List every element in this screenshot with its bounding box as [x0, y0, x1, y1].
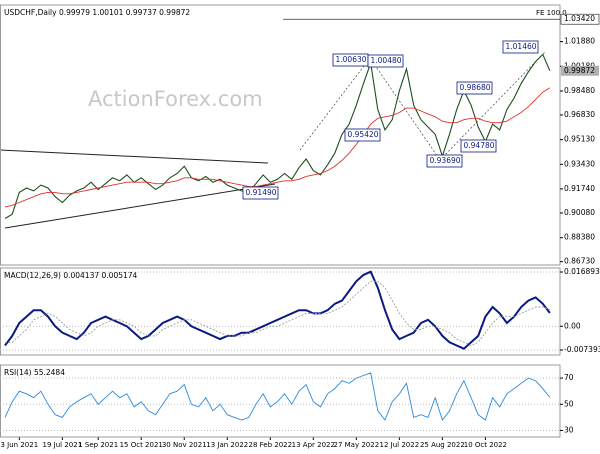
annotation: 0.94780 [464, 141, 495, 150]
trend-line [0, 149, 269, 164]
y-tick-label: 0.90080 [564, 208, 595, 217]
annotation-box [344, 128, 381, 142]
x-tick-label: 19 Jul 2021 [43, 441, 83, 449]
fe-label: FE 100.0 [536, 9, 567, 17]
x-tick-label: 28 Feb 2022 [249, 441, 293, 449]
y-tick-label: -0.007393 [564, 345, 600, 354]
x-tick-label: 1 Sep 2021 [78, 441, 118, 449]
y-tick-label: 0.00 [564, 321, 581, 330]
annotation-box [502, 40, 539, 54]
annotation-box [242, 186, 279, 200]
annotation-box [426, 154, 463, 168]
x-tick-label: 12 Jul 2022 [380, 441, 420, 449]
annotation: 0.93690 [430, 156, 461, 165]
x-tick-label: 30 Nov 2021 [162, 441, 207, 449]
panel-title: USDCHF,Daily 0.99979 1.00101 0.99737 0.9… [4, 8, 190, 17]
y-tick-label: 0.016893 [564, 267, 600, 276]
y-tick-label: 0.93430 [564, 159, 595, 168]
panel-frame [0, 364, 561, 438]
y-tick-label: 0.91740 [564, 184, 595, 193]
fib-line [299, 57, 371, 151]
y-tick-label: 0.95130 [564, 135, 595, 144]
annotation: 1.00630 [336, 55, 367, 64]
x-tick-label: 13 Jan 2022 [206, 441, 248, 449]
price-box [560, 13, 600, 25]
x-tick-label: 13 Apr 2022 [292, 441, 335, 449]
y-tick-label: 0.98480 [564, 86, 595, 95]
series-line [4, 372, 551, 421]
annotation: 0.95420 [348, 130, 379, 139]
x-tick-label: 10 Oct 2022 [464, 441, 507, 449]
annotation: 0.91490 [246, 188, 277, 197]
annotation-box [367, 54, 404, 68]
panel-frame [0, 4, 561, 266]
panel-title: RSI(14) 55.2484 [4, 368, 65, 377]
y-tick-label: 0.88380 [564, 233, 595, 242]
annotation-box [456, 81, 493, 95]
fib-line [439, 51, 546, 161]
watermark: ActionForex.com [88, 87, 263, 111]
y-tick-label: 0.86730 [564, 257, 595, 266]
series-line [5, 280, 551, 346]
y-tick-label: 1.01880 [564, 37, 595, 46]
last-price-label: 0.99872 [564, 66, 595, 75]
y-tick-label: 70 [564, 373, 574, 382]
y-tick-label: 0.96830 [564, 110, 595, 119]
panel-frame [0, 267, 561, 356]
annotation: 1.00480 [371, 56, 402, 65]
panel-title: MACD(12,26,9) 0.004137 0.005174 [4, 271, 138, 280]
series-line [4, 87, 551, 208]
annotation: 0.98680 [460, 83, 491, 92]
fe-level-label: 1.03420 [564, 14, 595, 23]
x-tick-label: 15 Oct 2021 [120, 441, 163, 449]
x-tick-label: 3 Jun 2021 [1, 441, 39, 449]
annotation: 1.01460 [506, 42, 537, 51]
y-tick-label: 30 [564, 425, 574, 434]
annotation-box [460, 139, 497, 153]
series-line [4, 270, 551, 350]
last-price-box [561, 65, 599, 76]
y-tick-label: 50 [564, 399, 574, 408]
x-tick-label: 27 May 2022 [334, 441, 380, 449]
series-line [4, 53, 551, 219]
x-tick-label: 25 Aug 2022 [420, 441, 465, 449]
trend-line [4, 183, 276, 229]
